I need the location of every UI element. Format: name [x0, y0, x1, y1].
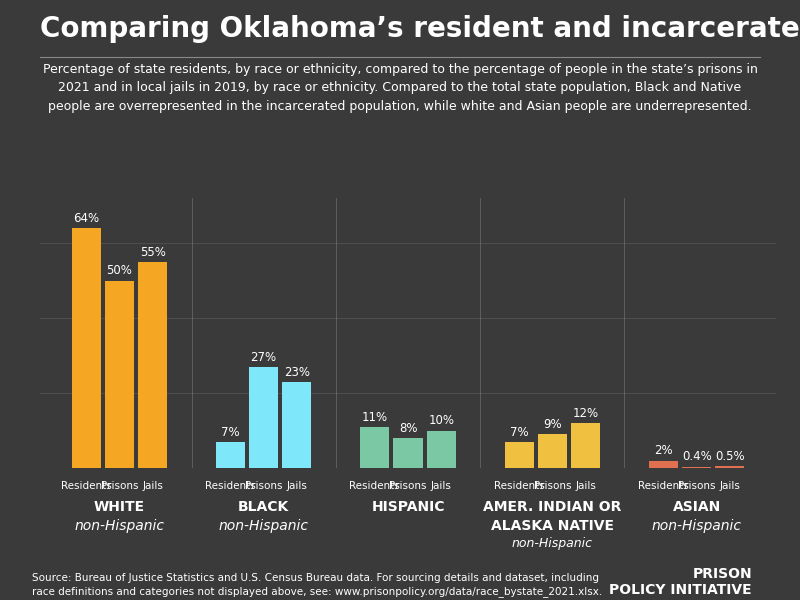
Text: Prisons: Prisons — [245, 481, 282, 491]
Text: 7%: 7% — [510, 426, 529, 439]
Text: Prisons: Prisons — [101, 481, 138, 491]
Bar — [426, 431, 456, 468]
Text: 27%: 27% — [250, 351, 277, 364]
Text: 11%: 11% — [362, 411, 388, 424]
Text: 10%: 10% — [428, 415, 454, 427]
Text: 2%: 2% — [654, 445, 673, 457]
Text: non-Hispanic: non-Hispanic — [652, 518, 742, 533]
Text: Residents: Residents — [494, 481, 545, 491]
Bar — [71, 228, 101, 468]
Text: Jails: Jails — [430, 481, 452, 491]
Text: Residents: Residents — [638, 481, 689, 491]
Text: Prisons: Prisons — [534, 481, 571, 491]
Text: Residents: Residents — [205, 481, 256, 491]
Text: Prisons: Prisons — [678, 481, 715, 491]
Text: 0.5%: 0.5% — [715, 450, 745, 463]
Text: 7%: 7% — [221, 426, 240, 439]
Text: 0.4%: 0.4% — [682, 451, 711, 463]
Text: Residents: Residents — [350, 481, 400, 491]
Bar — [105, 280, 134, 468]
Text: WHITE: WHITE — [94, 500, 145, 514]
Text: ASIAN: ASIAN — [673, 500, 721, 514]
Text: Jails: Jails — [142, 481, 163, 491]
Text: PRISON
POLICY INITIATIVE: PRISON POLICY INITIATIVE — [610, 567, 752, 597]
Bar — [216, 442, 245, 468]
Bar — [571, 423, 600, 468]
Bar — [249, 367, 278, 468]
Bar — [394, 438, 422, 468]
Bar — [505, 442, 534, 468]
Text: 64%: 64% — [73, 212, 99, 225]
Text: 8%: 8% — [398, 422, 418, 435]
Text: Jails: Jails — [719, 481, 740, 491]
Bar — [282, 382, 311, 468]
Bar — [649, 461, 678, 468]
Text: Prisons: Prisons — [390, 481, 426, 491]
Bar — [682, 467, 711, 468]
Text: Source: Bureau of Justice Statistics and U.S. Census Bureau data. For sourcing d: Source: Bureau of Justice Statistics and… — [32, 573, 602, 597]
Text: Jails: Jails — [575, 481, 596, 491]
Text: AMER. INDIAN OR: AMER. INDIAN OR — [483, 500, 622, 514]
Text: 23%: 23% — [284, 366, 310, 379]
Text: Residents: Residents — [61, 481, 111, 491]
Text: non-Hispanic: non-Hispanic — [218, 518, 309, 533]
Text: 55%: 55% — [140, 246, 166, 259]
Text: non-Hispanic: non-Hispanic — [512, 538, 593, 550]
Bar — [538, 434, 567, 468]
Bar — [360, 427, 390, 468]
Text: HISPANIC: HISPANIC — [371, 500, 445, 514]
Text: BLACK: BLACK — [238, 500, 290, 514]
Text: 9%: 9% — [543, 418, 562, 431]
Text: Comparing Oklahoma’s resident and incarcerated populations: Comparing Oklahoma’s resident and incarc… — [40, 15, 800, 43]
Text: 50%: 50% — [106, 265, 132, 277]
Bar — [715, 466, 745, 468]
Bar — [138, 262, 167, 468]
Text: Percentage of state residents, by race or ethnicity, compared to the percentage : Percentage of state residents, by race o… — [42, 63, 758, 113]
Text: 12%: 12% — [573, 407, 598, 420]
Text: non-Hispanic: non-Hispanic — [74, 518, 164, 533]
Text: ALASKA NATIVE: ALASKA NATIVE — [491, 518, 614, 533]
Text: Jails: Jails — [286, 481, 307, 491]
